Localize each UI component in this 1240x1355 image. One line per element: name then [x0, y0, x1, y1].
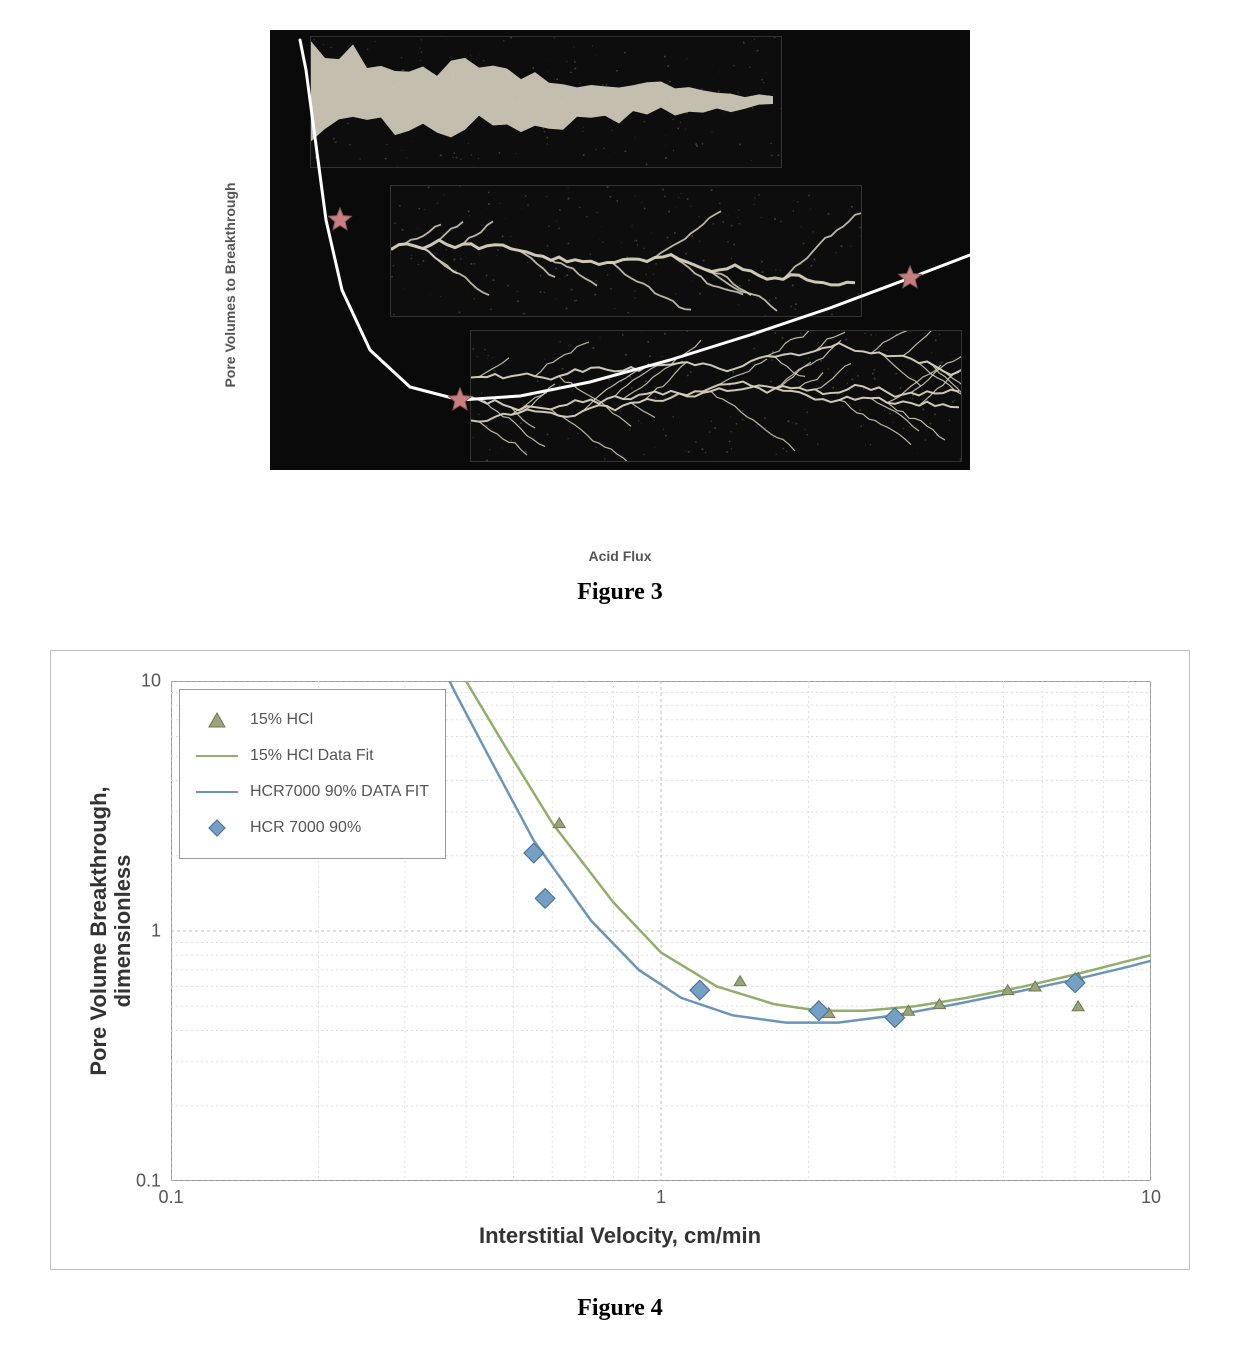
legend-swatch [196, 747, 238, 765]
legend-label: HCR7000 90% DATA FIT [250, 783, 429, 801]
fig4-caption: Figure 4 [577, 1295, 663, 1322]
legend-swatch [196, 711, 238, 729]
fig3-caption: Figure 3 [577, 579, 663, 606]
fig4-plot-area: 15% HCl 15% HCl Data Fit HCR7000 90% DATA … [171, 681, 1151, 1181]
fig4-ylabel: Pore Volume Breakthrough, dimensionless [87, 786, 135, 1075]
fig3-ylabel: Pore Volumes to Breakthrough [222, 182, 238, 387]
legend-row: HCR7000 90% DATA FIT [196, 774, 429, 810]
legend-row: HCR 7000 90% [196, 810, 429, 846]
fig4-ytick-label: 10 [141, 671, 161, 692]
wormhole-thumb-dominant [390, 185, 862, 317]
figure-4: Pore Volume Breakthrough, dimensionless … [50, 650, 1190, 1270]
legend-swatch [196, 819, 238, 837]
legend-label: 15% HCl Data Fit [250, 747, 374, 765]
legend-row: 15% HCl [196, 702, 429, 738]
fig3-xlabel: Acid Flux [588, 548, 651, 564]
figure-3: Pore Volumes to Breakthrough Acid Flux F… [250, 30, 990, 540]
fig4-xtick-label: 0.1 [158, 1187, 183, 1208]
legend-swatch [196, 783, 238, 801]
fig3-plot-area [270, 30, 970, 470]
fig4-legend: 15% HCl 15% HCl Data Fit HCR7000 90% DATA … [179, 689, 446, 859]
fig4-xtick-label: 10 [1141, 1187, 1161, 1208]
fig4-xtick-label: 1 [656, 1187, 666, 1208]
legend-label: 15% HCl [250, 711, 313, 729]
wormhole-thumb-ramified [470, 330, 962, 462]
fig4-xlabel: Interstitial Velocity, cm/min [479, 1223, 761, 1249]
page: Pore Volumes to Breakthrough Acid Flux F… [0, 0, 1240, 1355]
legend-label: HCR 7000 90% [250, 819, 361, 837]
fig4-ytick-label: 1 [151, 921, 161, 942]
wormhole-thumb-conical [310, 36, 782, 168]
fig4-ytick-label: 0.1 [136, 1171, 161, 1192]
legend-row: 15% HCl Data Fit [196, 738, 429, 774]
